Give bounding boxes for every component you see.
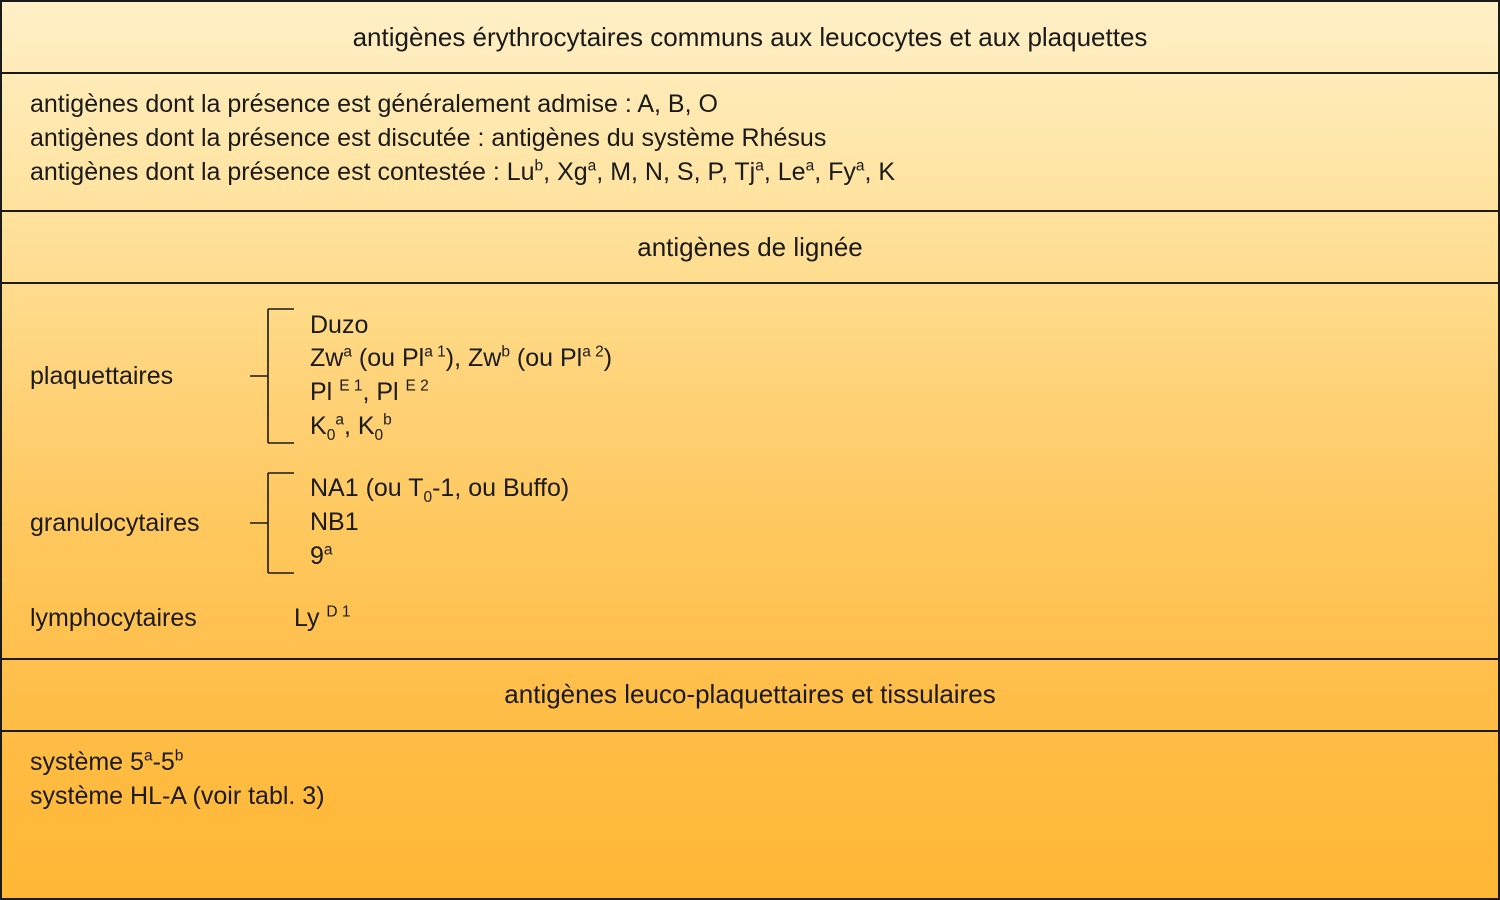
lineage-item: Pl E 1, Pl E 2 [310, 376, 612, 410]
lineage-items: NA1 (ou T0-1, ou Buffo)NB19a [310, 472, 569, 573]
section1-lines: antigènes dont la présence est généralem… [30, 74, 895, 203]
section1-header: antigènes érythrocytaires communs aux le… [353, 22, 1148, 53]
lineage-item: Zwa (ou Pla 1), Zwb (ou Pla 2) [310, 342, 612, 376]
section4-line: système HL-A (voir tabl. 3) [30, 780, 325, 814]
bracket-icon [250, 308, 294, 444]
section1-line3: antigènes dont la présence est contestée… [30, 156, 895, 190]
lineage-group-label: granulocytaires [30, 509, 250, 538]
section2-header-row: antigènes de lignée [2, 212, 1498, 284]
section4-header: antigènes leuco-plaquettaires et tissula… [504, 679, 995, 710]
lineage-item: Ly D 1 [294, 602, 351, 636]
lineage-group: plaquettaires DuzoZwa (ou Pla 1), Zwb (ou… [30, 308, 1470, 444]
lineage-group-label: lymphocytaires [30, 604, 250, 633]
section3-body: plaquettaires DuzoZwa (ou Pla 1), Zwb (ou… [2, 284, 1498, 660]
section4-lines: système 5a-5bsystème HL-A (voir tabl. 3) [30, 732, 325, 828]
lineage-group: granulocytaires NA1 (ou T0-1, ou Buffo)NB… [30, 472, 1470, 574]
lineage-item: Duzo [310, 309, 612, 343]
lineage-group: lymphocytaires Ly D 1 [30, 602, 1470, 636]
lineage-item: 9a [310, 540, 569, 574]
section1-line2: antigènes dont la présence est discutée … [30, 122, 895, 156]
lineage-items: DuzoZwa (ou Pla 1), Zwb (ou Pla 2)Pl E 1… [310, 309, 612, 444]
lineage-group-label: plaquettaires [30, 362, 250, 391]
lineage-item: NB1 [310, 506, 569, 540]
lineage-item: NA1 (ou T0-1, ou Buffo) [310, 472, 569, 506]
lineage-items: Ly D 1 [294, 602, 351, 636]
section4-body: système 5a-5bsystème HL-A (voir tabl. 3) [2, 732, 1498, 898]
antigen-table: antigènes érythrocytaires communs aux le… [0, 0, 1500, 900]
section4-header-row: antigènes leuco-plaquettaires et tissula… [2, 660, 1498, 732]
lineage-item: K0a, K0b [310, 410, 612, 444]
section4-line: système 5a-5b [30, 746, 325, 780]
section1-line1: antigènes dont la présence est généralem… [30, 88, 895, 122]
section1-header-row: antigènes érythrocytaires communs aux le… [2, 2, 1498, 74]
section2-header: antigènes de lignée [637, 232, 863, 263]
section1-body: antigènes dont la présence est généralem… [2, 74, 1498, 212]
bracket-icon [250, 472, 294, 574]
